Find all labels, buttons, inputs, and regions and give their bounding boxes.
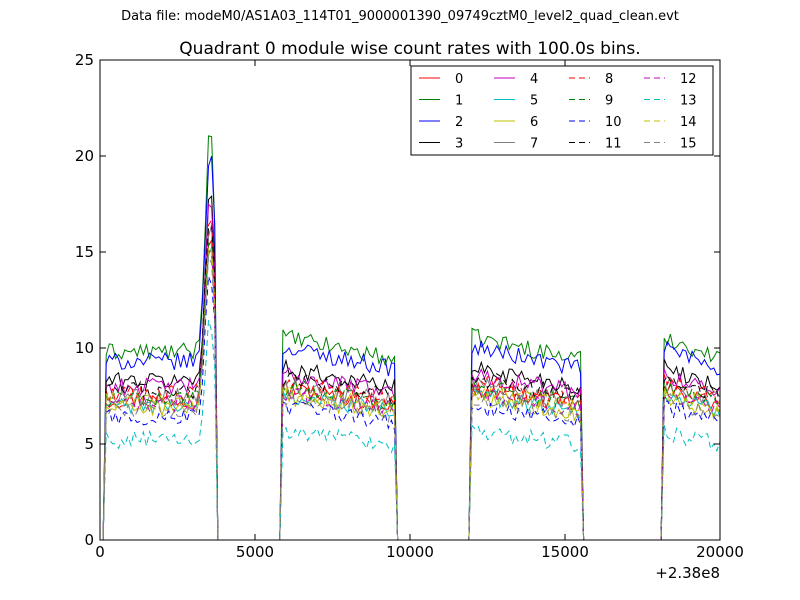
series-line-12 [100,248,721,541]
legend-label-12: 12 [680,72,697,87]
y-tick-label: 5 [84,435,94,453]
x-tick-label: 0 [95,543,105,561]
data-file-label: Data file: modeM0/AS1A03_114T01_90000013… [121,9,679,24]
y-tick-label: 15 [75,243,94,261]
series-line-9 [100,242,720,541]
chart-title: Quadrant 0 module wise count rates with … [179,39,640,59]
legend-label-0: 0 [455,72,463,87]
x-offset-label: +2.38e8 [655,564,720,582]
y-tick-label: 20 [75,147,94,165]
legend-label-15: 15 [680,137,697,152]
series-line-3 [100,194,721,541]
legend-label-9: 9 [605,94,613,109]
legend-label-10: 10 [605,115,622,130]
legend-label-7: 7 [530,137,538,152]
series-line-1 [100,135,721,541]
x-tick-label: 10000 [386,543,434,561]
series-line-7 [100,224,721,541]
legend-label-5: 5 [530,94,538,109]
series-line-6 [100,250,721,541]
series-line-8 [100,218,721,541]
y-tick-label: 0 [84,531,94,549]
legend-label-14: 14 [680,115,697,130]
legend-label-8: 8 [605,72,613,87]
series-lines [100,135,721,541]
legend-label-6: 6 [530,115,538,130]
x-tick-label: 5000 [236,543,274,561]
series-line-4 [100,203,721,541]
legend-label-3: 3 [455,137,463,152]
legend-label-4: 4 [530,72,538,87]
legend-label-2: 2 [455,115,463,130]
legend-frame [410,65,714,156]
x-tick-label: 15000 [541,543,589,561]
series-line-2 [100,156,721,541]
legend-label-11: 11 [605,137,622,152]
legend-label-13: 13 [680,94,697,109]
y-tick-label: 25 [75,51,94,69]
series-line-13 [100,320,721,541]
legend-label-1: 1 [455,94,463,109]
x-tick-label: 20000 [696,543,744,561]
y-tick-label: 10 [75,339,94,357]
